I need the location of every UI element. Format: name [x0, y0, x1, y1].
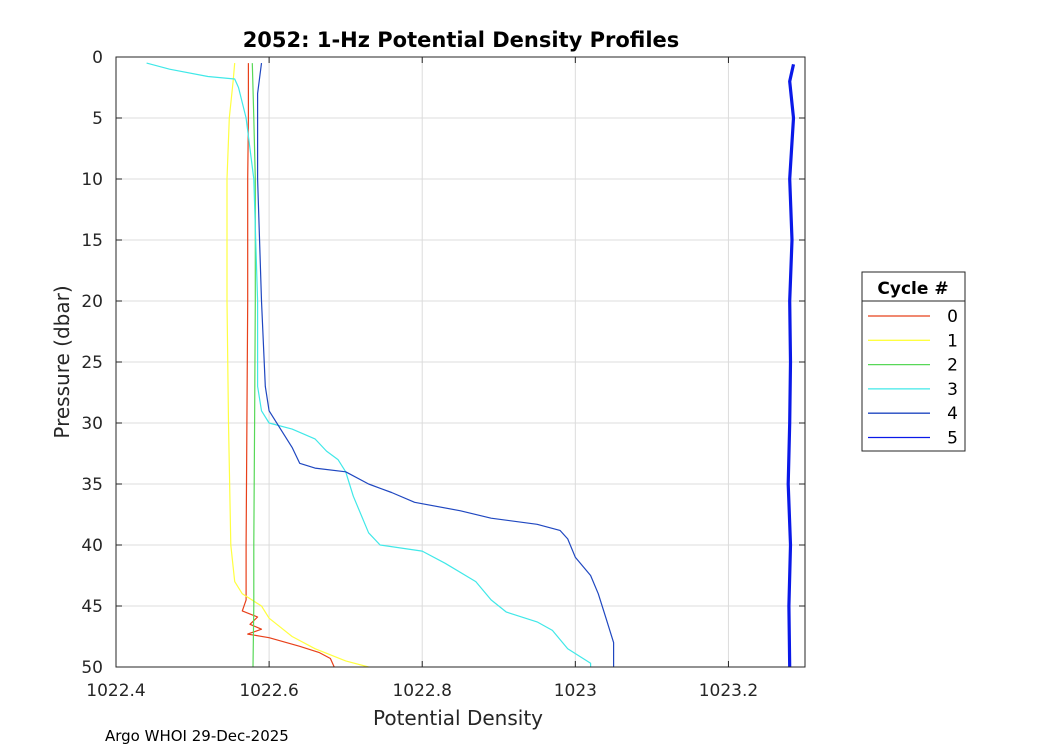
legend-items: 0 1 2 3 4 5	[868, 307, 958, 449]
y-tick-label: 45	[81, 597, 103, 617]
series-line-1	[226, 63, 369, 668]
footer-text: Argo WHOI 29-Dec-2025	[105, 727, 289, 745]
y-tick-label: 0	[92, 48, 103, 68]
y-axis-label: Pressure (dbar)	[50, 285, 74, 438]
x-axis-label: Potential Density	[373, 706, 543, 730]
y-tick-label: 25	[81, 353, 103, 373]
legend-label-3: 3	[947, 380, 958, 400]
x-tick-label: 1023	[554, 681, 597, 701]
x-tick-label: 1022.4	[86, 681, 145, 701]
ticks: 1022.4 1022.6 1022.8 1023 1023.2 0 5 10 15 20 25 30…	[81, 48, 805, 701]
grid	[115, 56, 805, 668]
y-tick-label: 50	[81, 658, 103, 678]
legend-label-4: 4	[947, 404, 958, 424]
series-lines	[146, 62, 796, 668]
y-tick-label: 40	[81, 536, 103, 556]
x-tick-label: 1022.8	[392, 681, 451, 701]
series-line-3	[146, 62, 592, 667]
y-tick-label: 10	[81, 170, 103, 190]
series-line-0	[241, 63, 335, 668]
y-tick-label: 20	[81, 292, 103, 312]
legend-label-0: 0	[947, 307, 958, 327]
x-tick-label: 1023.2	[699, 681, 758, 701]
chart-title: 2052: 1-Hz Potential Density Profiles	[243, 28, 680, 52]
series-line-2	[251, 63, 256, 668]
legend-label-1: 1	[947, 331, 958, 351]
legend-title: Cycle #	[877, 279, 948, 299]
y-tick-label: 35	[81, 475, 103, 495]
legend: Cycle # 0 1 2 3 4 5	[861, 271, 966, 452]
legend-label-5: 5	[947, 429, 958, 449]
series-line-4	[257, 63, 615, 667]
series-line-5	[786, 63, 796, 668]
x-tick-label: 1022.6	[239, 681, 298, 701]
legend-box	[861, 271, 966, 452]
y-tick-label: 30	[81, 414, 103, 434]
legend-label-2: 2	[947, 356, 958, 376]
y-tick-label: 15	[81, 231, 103, 251]
y-tick-label: 5	[92, 109, 103, 129]
